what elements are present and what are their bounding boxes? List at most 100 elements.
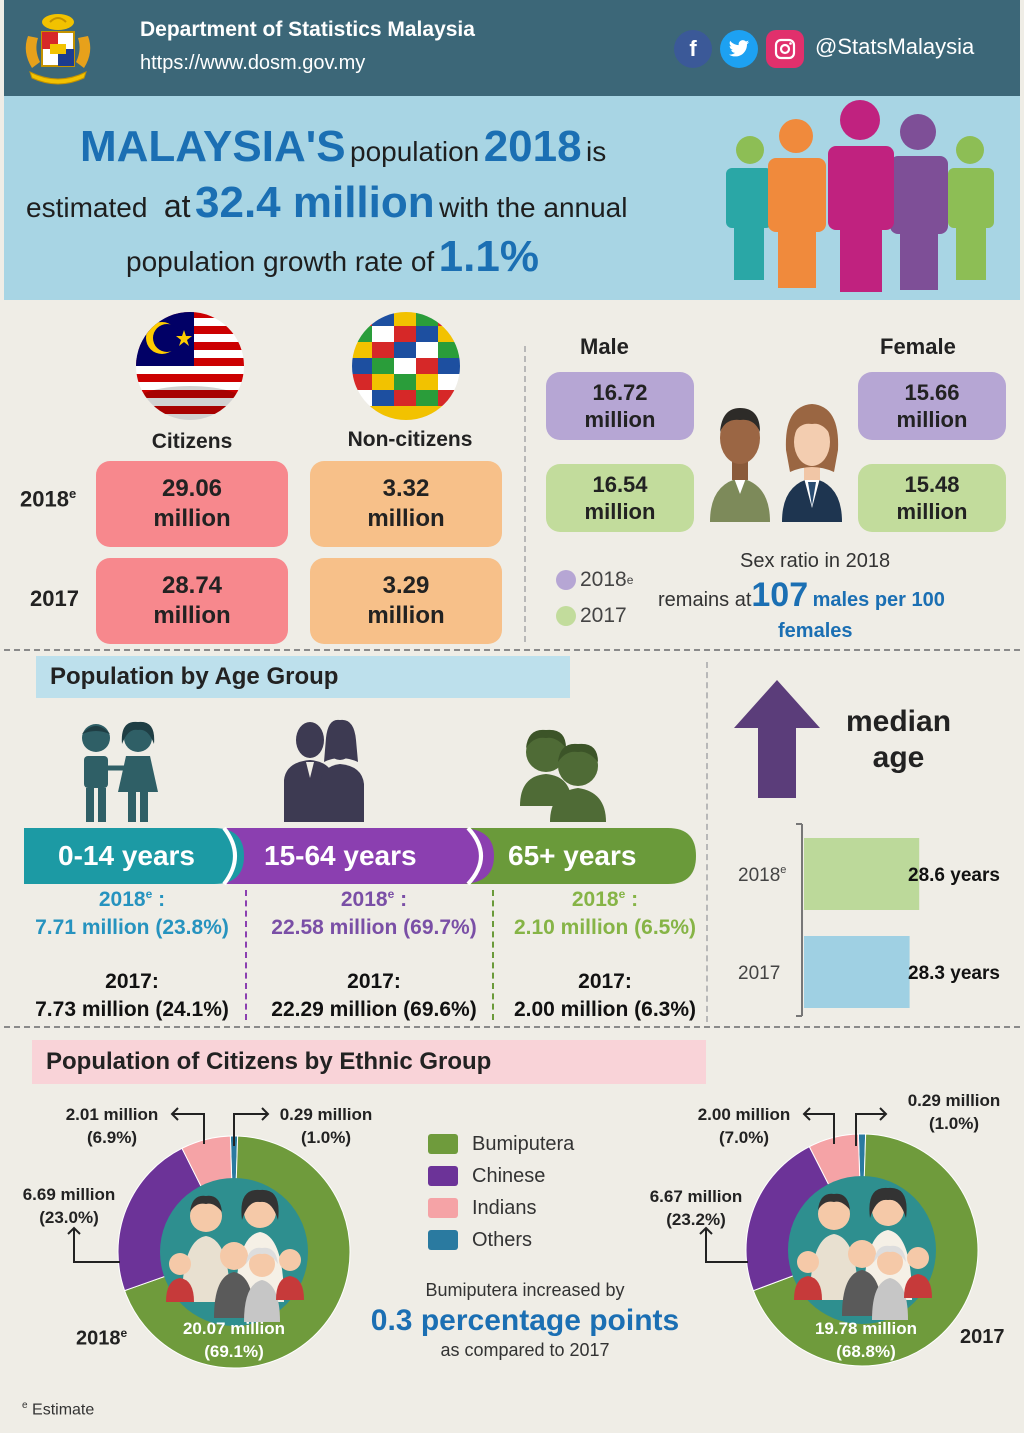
headline-word: with the annual	[439, 192, 628, 223]
section-divider	[706, 662, 708, 1022]
label-2017-chinese: 6.67 million (23.2%)	[649, 1187, 743, 1229]
department-name: Department of Statistics Malaysia	[140, 18, 475, 41]
citizens-2017-value: 28.74	[161, 572, 223, 599]
median-category-label: 2018e	[738, 864, 786, 886]
label-2017-indians: 2.00 million (7.0%)	[697, 1105, 791, 1147]
social-handle: @StatsMalaysia	[815, 34, 975, 59]
website-link[interactable]: https://www.dosm.gov.my	[140, 52, 366, 74]
donut-2017-year: 2017	[960, 1326, 1005, 1348]
world-flags-globe-icon	[352, 312, 460, 420]
age-15-64-2017-value: 22.29 million (69.6%)	[271, 998, 477, 1022]
family-illustration	[794, 1187, 932, 1320]
unit-label: million	[153, 505, 231, 532]
legend-bumiputera: Bumiputera	[428, 1128, 574, 1160]
sex-ratio-title: Sex ratio in 2018	[740, 550, 891, 572]
headline-word: at	[163, 188, 191, 224]
section-divider	[524, 346, 526, 642]
median-age-title: median age	[846, 705, 952, 774]
label-2017-others: 0.29 million (1.0%)	[907, 1091, 1001, 1133]
age-0-14-2017-value: 7.73 million (24.1%)	[35, 998, 229, 1022]
age-0-14-2017: 2017: 7.73 million (24.1%)	[24, 968, 240, 1025]
legend-swatch	[428, 1166, 458, 1186]
label-2018-others: 0.29 million (1.0%)	[279, 1105, 373, 1147]
male-2018-value: 16.72	[592, 379, 648, 405]
unit-label: million	[896, 499, 968, 524]
children-icon	[82, 721, 158, 822]
ethnic-legend: Bumiputera Chinese Indians Others	[428, 1128, 574, 1256]
year-label-2017: 2017	[30, 586, 79, 611]
male-2018-card: 16.72 million	[546, 372, 694, 440]
bumi-note-value: 0.3 percentage points	[370, 1304, 680, 1337]
median-age-chart: 2018e 28.6 years 2017 28.3 years	[738, 823, 1000, 1017]
headline-word: is	[586, 136, 607, 167]
age-label-65-plus: 65+ years	[508, 840, 637, 871]
headline-line-1: MALAYSIA'S population 2018 is	[80, 122, 606, 172]
legend-swatch	[428, 1134, 458, 1154]
coat-of-arms-icon	[25, 14, 91, 85]
age-65-2017: 2017: 2.00 million (6.3%)	[502, 968, 708, 1025]
age-0-14-2018: 2018e : 7.71 million (23.8%)	[24, 886, 240, 943]
age-65-2018-value: 2.10 million (6.5%)	[513, 916, 697, 940]
legend-2017: 2017	[556, 604, 627, 628]
citizens-2018-value: 29.06	[161, 475, 223, 502]
female-2018-value: 15.66	[904, 379, 960, 405]
bumi-note-2: as compared to 2017	[440, 1340, 610, 1360]
noncitizens-2017-card: 3.29 million	[310, 558, 502, 644]
sex-ratio-line: remains at107 males per 100	[658, 576, 945, 614]
headline-word: estimated	[26, 192, 148, 223]
male-2017-card: 16.54 million	[546, 464, 694, 532]
age-15-64-2017: 2017: 22.29 million (69.6%)	[256, 968, 492, 1025]
citizens-2018-card: 29.06 million	[96, 461, 288, 547]
footnote: e Estimate	[22, 1400, 95, 1419]
age-group-bar	[24, 826, 696, 886]
median-value-label: 28.3 years	[908, 963, 1000, 984]
label-2018-bumiputera: 20.07 million (69.1%)	[182, 1319, 286, 1361]
header-bar	[4, 0, 1020, 96]
median-category-label: 2017	[738, 963, 780, 984]
headline-word: population	[350, 136, 480, 167]
twitter-icon[interactable]	[720, 30, 758, 68]
headline-line-2: estimated at 32.4 million with the annua…	[26, 178, 627, 228]
median-bar-2017	[804, 936, 910, 1008]
median-bar-2018	[804, 838, 920, 910]
unit-label: million	[584, 499, 656, 524]
citizens-2017-card: 28.74 million	[96, 558, 288, 644]
elderly-icon	[520, 729, 606, 822]
female-2017-card: 15.48 million	[858, 464, 1006, 532]
unit-label: million	[367, 602, 445, 629]
age-65-2018: 2018e : 2.10 million (6.5%)	[502, 886, 708, 943]
male-label: Male	[580, 334, 629, 359]
donut-2018-year: 2018e	[76, 1326, 128, 1350]
family-illustration	[166, 1189, 304, 1322]
headline-line-3: population growth rate of 1.1%	[126, 232, 539, 282]
noncitizens-label: Non-citizens	[347, 428, 473, 451]
age-0-14-2018-value: 7.71 million (23.8%)	[35, 916, 229, 940]
female-2018-card: 15.66 million	[858, 372, 1006, 440]
citizens-label: Citizens	[151, 430, 233, 453]
label-2018-indians: 2.01 million (6.9%)	[65, 1105, 159, 1147]
adults-icon	[284, 719, 364, 822]
female-2017-value: 15.48	[904, 471, 960, 497]
noncitizens-2018-value: 3.32	[382, 475, 430, 502]
unit-label: million	[896, 407, 968, 432]
age-65-2017-value: 2.00 million (6.3%)	[513, 998, 697, 1022]
headline-year: 2018	[483, 122, 582, 171]
headline-population: 32.4 million	[195, 178, 435, 227]
label-2018-chinese: 6.69 million (23.0%)	[22, 1185, 116, 1227]
legend-swatch	[556, 606, 576, 626]
unit-label: million	[584, 407, 656, 432]
noncitizens-2018-card: 3.32 million	[310, 461, 502, 547]
sex-ratio-line-2: females	[778, 620, 853, 642]
legend-2018: 2018 e	[556, 568, 633, 592]
instagram-icon[interactable]	[766, 30, 804, 68]
unit-label: million	[367, 505, 445, 532]
legend-swatch	[428, 1230, 458, 1250]
malaysia-flag-icon	[136, 312, 244, 420]
facebook-icon[interactable]: f	[674, 30, 712, 68]
age-label-0-14: 0-14 years	[58, 840, 196, 871]
age-divider	[245, 890, 247, 1020]
age-label-15-64: 15-64 years	[264, 840, 417, 871]
female-label: Female	[880, 334, 956, 359]
unit-label: million	[153, 602, 231, 629]
bumi-note-1: Bumiputera increased by	[425, 1280, 625, 1300]
